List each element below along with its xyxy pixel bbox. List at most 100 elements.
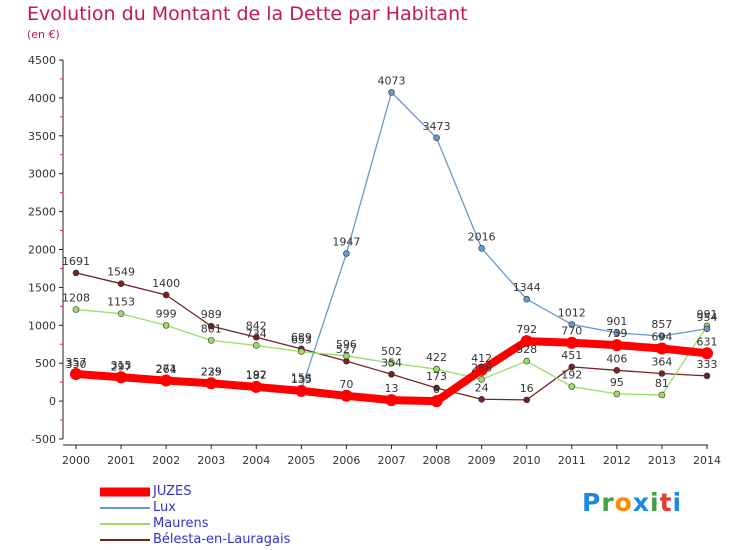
data-label: 333 [696, 358, 717, 371]
x-tick-label: 2014 [693, 454, 721, 467]
legend-swatch [100, 487, 150, 497]
data-point [520, 335, 533, 348]
data-label: 187 [246, 369, 267, 382]
data-label: 596 [336, 338, 357, 351]
data-point [478, 244, 485, 252]
legend-label: Lux [153, 500, 176, 515]
data-point [433, 365, 440, 373]
y-tick-label: 0 [49, 395, 56, 408]
x-tick-label: 2004 [242, 454, 270, 467]
data-point [700, 347, 713, 360]
legend-label: Bélesta-en-Lauragais [153, 532, 291, 547]
legend-label: JUZES [153, 484, 192, 499]
data-label: 271 [156, 363, 177, 376]
data-point [388, 359, 395, 367]
data-point [433, 384, 440, 392]
data-label: 173 [426, 370, 447, 383]
data-point [160, 374, 173, 387]
x-tick-label: 2009 [468, 454, 496, 467]
x-tick-label: 2008 [423, 454, 451, 467]
data-point [658, 332, 666, 340]
data-point [565, 336, 578, 349]
data-point [658, 391, 666, 399]
data-label: 406 [606, 352, 627, 365]
x-tick-label: 2012 [603, 454, 631, 467]
data-label: 527 [336, 343, 357, 356]
data-label: 857 [651, 318, 672, 331]
data-label: 689 [291, 331, 312, 344]
data-label: 235 [201, 365, 222, 378]
data-label: 153 [291, 372, 312, 385]
data-label: 315 [111, 359, 132, 372]
data-label: 451 [561, 349, 582, 362]
data-point [207, 322, 215, 330]
data-point [703, 325, 711, 333]
data-label: 694 [651, 330, 672, 343]
data-point [117, 280, 125, 287]
data-point [433, 134, 440, 142]
data-point [162, 291, 170, 299]
data-point [613, 329, 621, 337]
data-label: 792 [516, 323, 537, 336]
data-label: 999 [156, 307, 177, 320]
data-point [162, 322, 170, 329]
x-tick-label: 2006 [332, 454, 360, 467]
data-point [523, 357, 531, 365]
data-point [475, 363, 488, 376]
legend-item: JUZES [100, 484, 400, 500]
proxiti-logo: Proxiti [582, 488, 683, 517]
data-point [613, 367, 621, 374]
data-label: 901 [606, 315, 627, 328]
data-point [343, 250, 350, 257]
data-label: 734 [246, 327, 267, 340]
x-tick-label: 2013 [648, 454, 676, 467]
x-tick-label: 2005 [287, 454, 315, 467]
y-tick-label: 4000 [28, 92, 56, 105]
data-label: 631 [696, 335, 717, 348]
data-point [72, 269, 80, 277]
y-tick-label: 1000 [28, 319, 56, 332]
legend-item: Maurens [100, 516, 400, 532]
x-tick-label: 2010 [513, 454, 541, 467]
data-label: 954 [696, 311, 717, 324]
data-point [568, 363, 576, 371]
data-point [478, 395, 485, 403]
legend-swatch [100, 523, 150, 525]
data-point [568, 321, 576, 328]
data-label: 991 [696, 308, 717, 321]
data-label: 330 [66, 358, 87, 371]
data-label: 422 [426, 351, 447, 364]
data-point [658, 370, 666, 377]
data-point [655, 342, 668, 355]
data-label: 1012 [558, 306, 586, 319]
data-label: 412 [471, 352, 492, 365]
x-tick-label: 2007 [377, 454, 405, 467]
data-point [478, 376, 485, 383]
series-juzes [70, 335, 713, 408]
data-label: 801 [201, 322, 222, 335]
data-point [385, 394, 398, 407]
x-tick-label: 2003 [197, 454, 225, 467]
y-tick-label: 2500 [28, 206, 56, 219]
data-point [252, 333, 260, 341]
data-label: 989 [201, 308, 222, 321]
data-point [523, 295, 531, 303]
data-label: 1208 [62, 292, 90, 305]
data-label: 357 [66, 356, 87, 369]
y-tick-label: 1500 [28, 281, 56, 294]
legend-swatch [100, 507, 150, 509]
x-tick-label: 2000 [62, 454, 90, 467]
data-label: 135 [291, 373, 312, 386]
data-label: 770 [561, 325, 582, 338]
data-label: 297 [111, 361, 132, 374]
data-point [70, 368, 82, 381]
data-label: 4073 [377, 74, 405, 87]
data-point [343, 352, 350, 360]
legend: JUZES Lux Maurens Bélesta-en-Lauragais [100, 484, 400, 548]
data-label: 1344 [513, 281, 541, 294]
data-label: 192 [561, 369, 582, 382]
data-label: 502 [381, 345, 402, 358]
data-point [207, 337, 215, 344]
line-chart: -500 0 500 1000 1500 2000 2500 3000 3500 4000 4500… [28, 54, 721, 467]
data-label: 1549 [107, 266, 135, 279]
